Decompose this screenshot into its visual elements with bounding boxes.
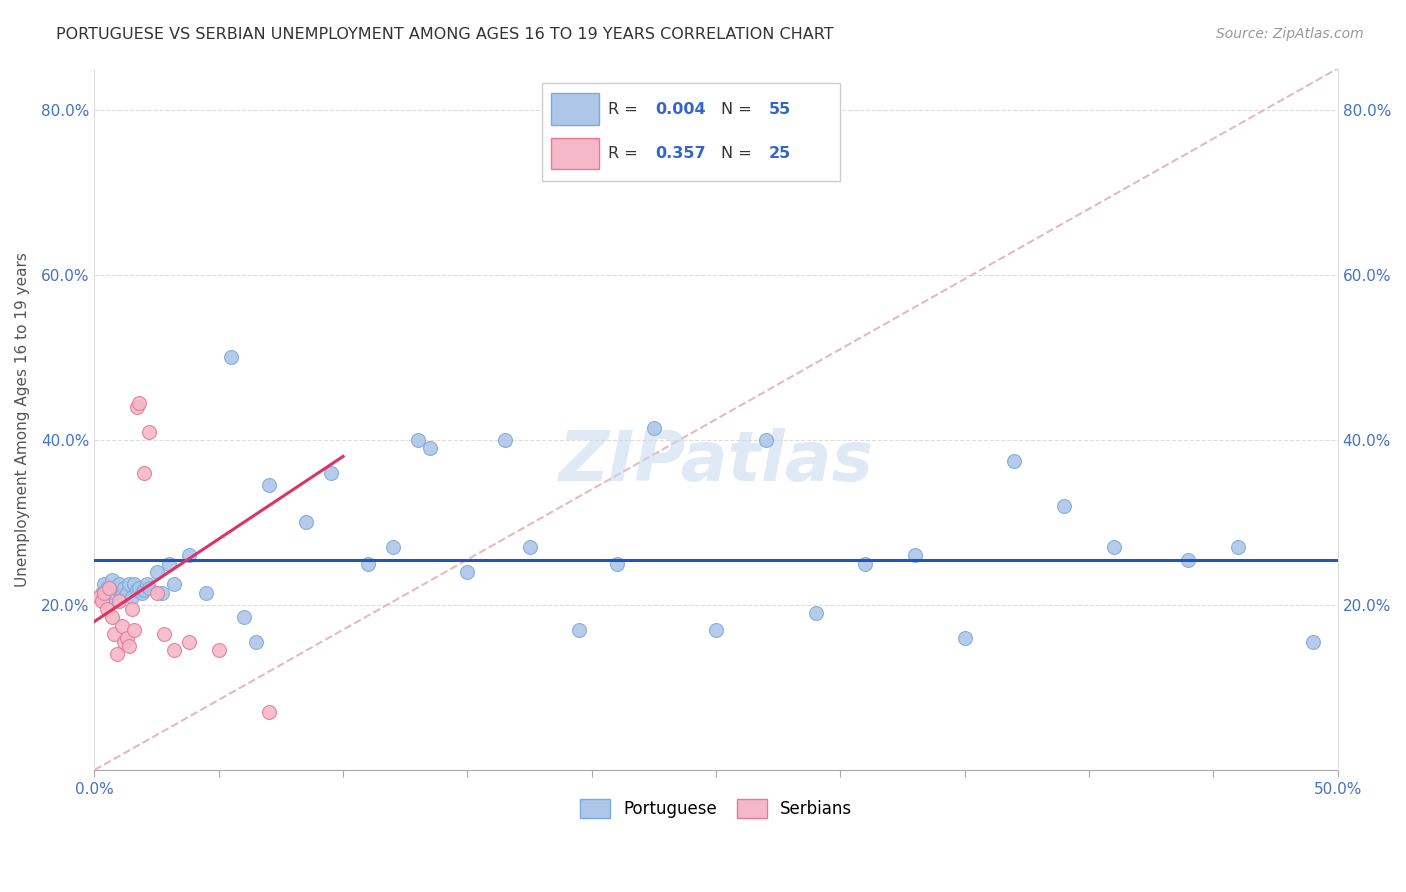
Point <box>150 585 173 599</box>
Point <box>138 425 160 439</box>
Point <box>111 588 134 602</box>
Point <box>89 590 111 604</box>
Point <box>98 590 121 604</box>
Point <box>112 635 135 649</box>
Point <box>101 610 124 624</box>
Legend: Portuguese, Serbians: Portuguese, Serbians <box>574 792 859 825</box>
Point <box>145 565 167 579</box>
Y-axis label: Unemployment Among Ages 16 to 19 years: Unemployment Among Ages 16 to 19 years <box>15 252 30 587</box>
Point <box>456 565 478 579</box>
Point <box>163 577 186 591</box>
Point <box>118 577 141 591</box>
Point <box>219 351 242 365</box>
Point <box>257 478 280 492</box>
Point <box>131 585 153 599</box>
Point <box>118 639 141 653</box>
Point <box>177 549 200 563</box>
Point <box>419 441 441 455</box>
Point <box>115 585 138 599</box>
Point <box>138 582 160 596</box>
Point <box>606 557 628 571</box>
Point <box>319 466 342 480</box>
Point <box>853 557 876 571</box>
Point <box>96 602 118 616</box>
Point <box>953 631 976 645</box>
Point <box>101 573 124 587</box>
Point <box>1302 635 1324 649</box>
Point <box>245 635 267 649</box>
Text: PORTUGUESE VS SERBIAN UNEMPLOYMENT AMONG AGES 16 TO 19 YEARS CORRELATION CHART: PORTUGUESE VS SERBIAN UNEMPLOYMENT AMONG… <box>56 27 834 42</box>
Point <box>121 590 143 604</box>
Point <box>103 627 125 641</box>
Point <box>108 577 131 591</box>
Point <box>128 582 150 596</box>
Point <box>257 705 280 719</box>
Point <box>704 623 727 637</box>
Point <box>804 606 827 620</box>
Point <box>98 582 121 596</box>
Point <box>112 582 135 596</box>
Point <box>93 577 115 591</box>
Point <box>904 549 927 563</box>
Point <box>128 396 150 410</box>
Point <box>381 540 404 554</box>
Point <box>643 420 665 434</box>
Point <box>135 577 157 591</box>
Text: Source: ZipAtlas.com: Source: ZipAtlas.com <box>1216 27 1364 41</box>
Point <box>134 583 156 598</box>
Point <box>105 648 128 662</box>
Point <box>755 433 778 447</box>
Point <box>519 540 541 554</box>
Point <box>90 594 112 608</box>
Point <box>153 627 176 641</box>
Point <box>105 582 128 596</box>
Point <box>1053 499 1076 513</box>
Point <box>157 557 180 571</box>
Point <box>568 623 591 637</box>
Point <box>406 433 429 447</box>
Point <box>108 594 131 608</box>
Point <box>1177 552 1199 566</box>
Point <box>208 643 231 657</box>
Point <box>1002 453 1025 467</box>
Point <box>295 516 318 530</box>
Point <box>122 577 145 591</box>
Point <box>125 583 148 598</box>
Point <box>103 585 125 599</box>
Point <box>232 610 254 624</box>
Point <box>134 466 156 480</box>
Point <box>122 623 145 637</box>
Point <box>163 643 186 657</box>
Point <box>177 635 200 649</box>
Point <box>1227 540 1250 554</box>
Text: ZIPatlas: ZIPatlas <box>558 428 873 495</box>
Point <box>90 585 112 599</box>
Point <box>357 557 380 571</box>
Point <box>93 585 115 599</box>
Point <box>96 582 118 596</box>
Point <box>125 400 148 414</box>
Point <box>494 433 516 447</box>
Point <box>108 583 131 598</box>
Point <box>195 585 218 599</box>
Point <box>115 631 138 645</box>
Point <box>121 602 143 616</box>
Point <box>145 585 167 599</box>
Point <box>1102 540 1125 554</box>
Point <box>111 618 134 632</box>
